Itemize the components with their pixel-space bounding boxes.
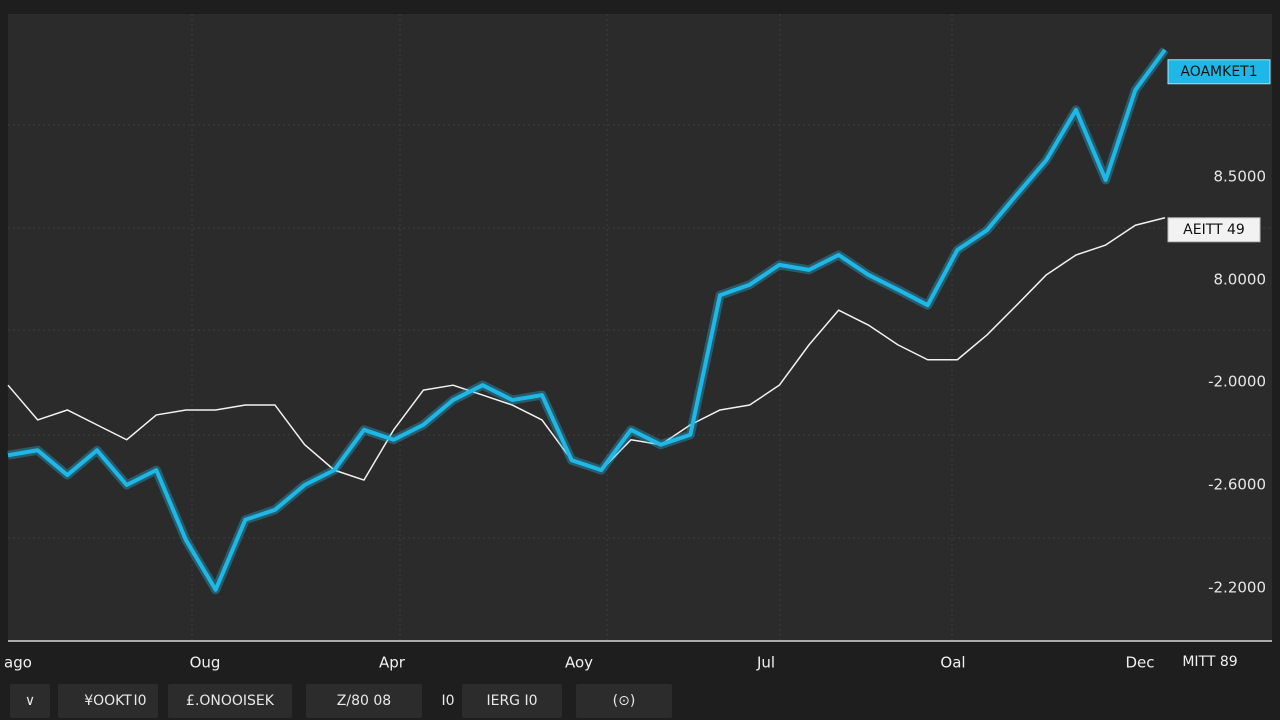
x-tick-label: Oug	[190, 654, 221, 672]
legend-box	[1167, 217, 1261, 243]
toolbar-button[interactable]: ¥OOKT	[58, 684, 158, 718]
chart: MITT 89 8.5000 8.0000 -2.0000 -2.6000 -2.200…	[4, 14, 1272, 672]
series-line	[7, 48, 1167, 592]
x-tick-label: Apr	[379, 654, 406, 672]
legend-label: AEITT 49	[1183, 222, 1245, 238]
y-tick-label: 8.5000	[1214, 168, 1267, 186]
x-tick-label: Oal	[940, 654, 965, 672]
legend-label: AOAMKET1	[1180, 64, 1257, 80]
toolbar-button[interactable]: I0	[441, 693, 455, 709]
annotation: MITT 89	[1182, 654, 1237, 670]
y-tick-label: -2.2000	[1208, 579, 1266, 597]
toolbar-button[interactable]: (⊙)	[576, 684, 672, 718]
x-tick-label: Jul	[756, 654, 775, 672]
y-tick-label: -2.6000	[1208, 476, 1266, 494]
x-tick-label: Aoy	[565, 654, 593, 672]
x-tick-label: ago	[4, 654, 32, 672]
toolbar-button[interactable]: I0	[133, 693, 147, 709]
y-tick-label: -2.0000	[1208, 373, 1266, 391]
toolbar-button[interactable]: IERG I0	[462, 684, 562, 718]
toolbar-button[interactable]: £.ONOOISEK	[168, 684, 292, 718]
legend-box	[1167, 59, 1271, 85]
toolbar-button[interactable]: ∨	[10, 684, 50, 718]
plot-area	[8, 14, 1272, 641]
x-tick-label: Dec	[1125, 654, 1154, 672]
toolbar-button[interactable]: Z/80 08	[306, 684, 422, 718]
y-tick-label: 8.0000	[1214, 271, 1267, 289]
